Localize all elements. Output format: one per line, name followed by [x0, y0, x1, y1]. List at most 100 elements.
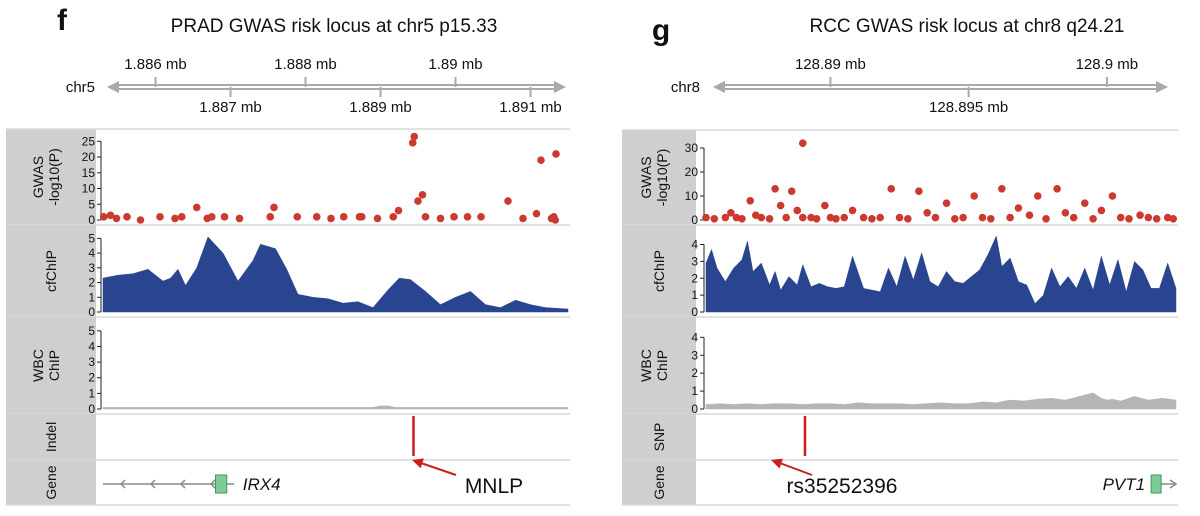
wbc-area: [705, 392, 1177, 410]
gwas-point: [339, 213, 348, 221]
gwas-y-tick-label: 25: [82, 134, 96, 148]
gwas-point: [1152, 215, 1161, 223]
gwas-point: [895, 213, 904, 222]
gwas-point: [876, 213, 884, 222]
wbc-y-tick-label: 0: [691, 402, 698, 416]
track-label-line2: ChIP: [654, 350, 670, 381]
axis-tick-label: 1.89 mb: [428, 56, 482, 73]
gwas-point: [978, 213, 987, 222]
panel-f: f PRAD GWAS risk locus at chr5 p15.33 chr5…: [6, 4, 570, 506]
gwas-point: [1144, 213, 1153, 222]
gwas-point-lead: [798, 139, 807, 147]
gwas-point: [171, 214, 179, 223]
genome-axis-arrow-right: [554, 81, 566, 93]
gwas-point: [832, 215, 840, 223]
gwas-point: [1136, 211, 1144, 219]
gwas-point: [1089, 215, 1097, 223]
track-label-bg-cfchip: [6, 225, 96, 317]
wbc-y-tick-label: 2: [88, 371, 95, 385]
gwas-point: [793, 206, 802, 215]
wbc-area: [102, 405, 569, 410]
track-label-line1: Indel: [43, 422, 59, 452]
cfchip-y-tick-label: 4: [691, 238, 698, 252]
track-label-line1: GWAS: [638, 156, 654, 198]
cfchip-y-tick-label: 2: [691, 271, 698, 285]
gwas-point: [450, 213, 458, 221]
gwas-point: [123, 213, 131, 221]
wbc-y-tick-label: 1: [691, 384, 698, 398]
wbc-y-tick-label: 0: [88, 402, 95, 416]
gwas-point-lead: [410, 132, 419, 141]
annotation-label: MNLP: [465, 475, 523, 498]
gwas-point: [136, 216, 145, 224]
gwas-point: [389, 213, 398, 221]
gwas-point: [782, 213, 790, 222]
cfchip-area: [705, 235, 1177, 313]
wbc-y-tick-label: 2: [691, 366, 698, 380]
gwas-point: [771, 185, 779, 193]
track-label-line1: WBC: [30, 349, 46, 382]
chart-title: PRAD GWAS risk locus at chr5 p15.33: [171, 16, 498, 37]
gwas-point: [519, 214, 527, 223]
cfchip-y-tick-label: 2: [88, 276, 95, 290]
cfchip-y-tick-label: 1: [691, 288, 698, 302]
track-label-line1: GWAS: [30, 156, 46, 198]
track-label-vari: SNP: [651, 423, 667, 452]
gwas-point: [727, 209, 735, 217]
gwas-point: [931, 213, 940, 222]
track-label-line1: cfChIP: [43, 250, 59, 292]
gwas-point: [373, 214, 382, 223]
chrom-label: chr5: [66, 79, 95, 96]
gwas-point: [552, 150, 560, 158]
track-label-gwas: GWAS -log10(P): [30, 148, 62, 206]
track-label-line2: -log10(P): [654, 149, 670, 207]
cfchip-area: [102, 236, 569, 313]
axis-tick-label: 1.888 mb: [274, 56, 337, 73]
gwas-point: [1116, 213, 1125, 222]
gwas-point: [798, 213, 807, 222]
gwas-point: [357, 213, 366, 221]
genome-axis-arrow-left: [107, 81, 119, 93]
genome-axis-arrow-right: [1156, 81, 1168, 93]
annotation-arrow-head: [771, 458, 783, 469]
gwas-point-lead: [408, 139, 417, 147]
gwas-point: [1069, 213, 1078, 222]
track-label-line1: Gene: [43, 465, 59, 499]
gwas-point: [1014, 204, 1023, 212]
gwas-point: [848, 206, 857, 215]
gwas-point: [177, 213, 186, 221]
axis-tick-label: 1.891 mb: [499, 99, 562, 116]
gwas-point: [859, 213, 868, 222]
wbc-y-tick-label: 3: [88, 355, 95, 369]
cfchip-y-tick-label: 0: [691, 305, 698, 319]
track-label-wbc: WBC ChIP: [638, 349, 670, 382]
wbc-y-tick-label: 4: [88, 339, 95, 353]
track-label-bg-cfchip: [622, 225, 696, 317]
gwas-y-tick-label: 20: [685, 165, 699, 179]
track-label-wbc: WBC ChIP: [30, 349, 62, 382]
gwas-point: [1025, 211, 1034, 219]
gwas-point: [293, 213, 302, 221]
wbc-y-tick-label: 5: [88, 324, 95, 338]
gwas-point: [951, 215, 959, 223]
cfchip-y-tick-label: 5: [88, 231, 95, 245]
gwas-point: [840, 213, 849, 222]
gwas-point: [942, 199, 951, 207]
gwas-y-tick-label: 5: [88, 197, 95, 211]
gene-name: PVT1: [1103, 475, 1146, 494]
track-label-bg-gene: [6, 460, 96, 505]
gwas-point: [904, 215, 912, 223]
track-label-line1: cfChIP: [651, 250, 667, 292]
gene-exon: [1150, 474, 1162, 494]
gwas-point: [156, 213, 164, 221]
annotation-arrow-line: [417, 461, 457, 476]
gwas-point: [959, 213, 967, 222]
gwas-point: [1169, 215, 1178, 223]
gwas-y-tick-label: 0: [88, 213, 95, 227]
gwas-point: [923, 209, 931, 217]
panel-letter: f: [57, 4, 68, 37]
gwas-point: [868, 215, 876, 223]
gwas-point: [220, 213, 229, 221]
track-label-line2: ChIP: [46, 350, 62, 381]
